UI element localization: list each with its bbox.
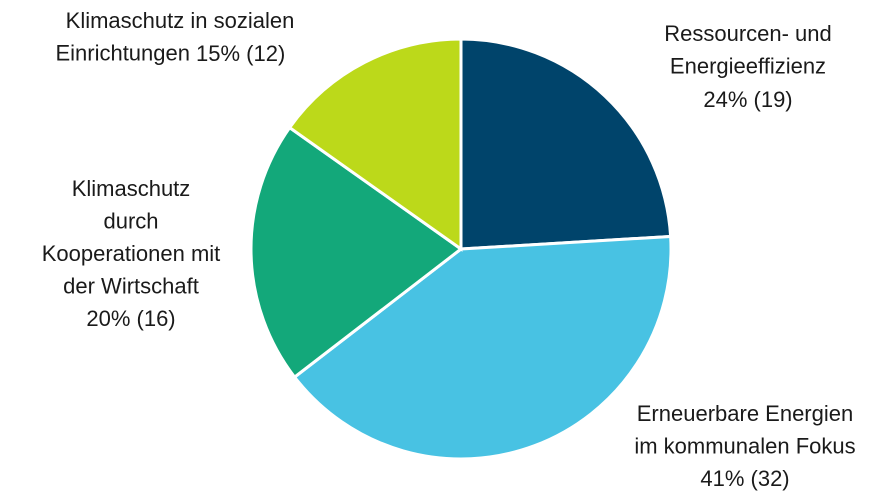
label-line: Erneuerbare Energien [637, 401, 853, 426]
pie-slice [249, 125, 464, 380]
slice-label: Erneuerbare Energien im kommunalen Fokus [634, 401, 855, 459]
label-line: Energieeffizienz [670, 53, 826, 78]
label-line: im kommunalen Fokus [634, 433, 855, 458]
slice-label: Ressourcen- und Energieeffizienz [664, 21, 832, 79]
label-line: Einrichtungen [55, 40, 190, 65]
label-line: der Wirtschaft [63, 273, 199, 298]
value-label: 15% (12) [196, 41, 285, 66]
label-line: Klimaschutz [72, 176, 191, 201]
value-label: 20% (16) [86, 306, 175, 331]
value-label: 24% (19) [703, 87, 792, 112]
label-line: Kooperationen mit [42, 241, 221, 266]
pie-slice [459, 37, 673, 251]
slice-label: Klimaschutz durch Kooperationen mit der Wir… [42, 176, 221, 299]
value-label: 41% (32) [700, 466, 789, 491]
label-line: Ressourcen- und [664, 21, 832, 46]
label-line: Klimaschutz in sozialen [66, 8, 295, 33]
pie-slice [292, 234, 673, 461]
slice-label: Klimaschutz in sozialen Einrichtungen [55, 8, 294, 66]
pie-slice [287, 37, 463, 252]
label-line: durch [103, 208, 158, 233]
